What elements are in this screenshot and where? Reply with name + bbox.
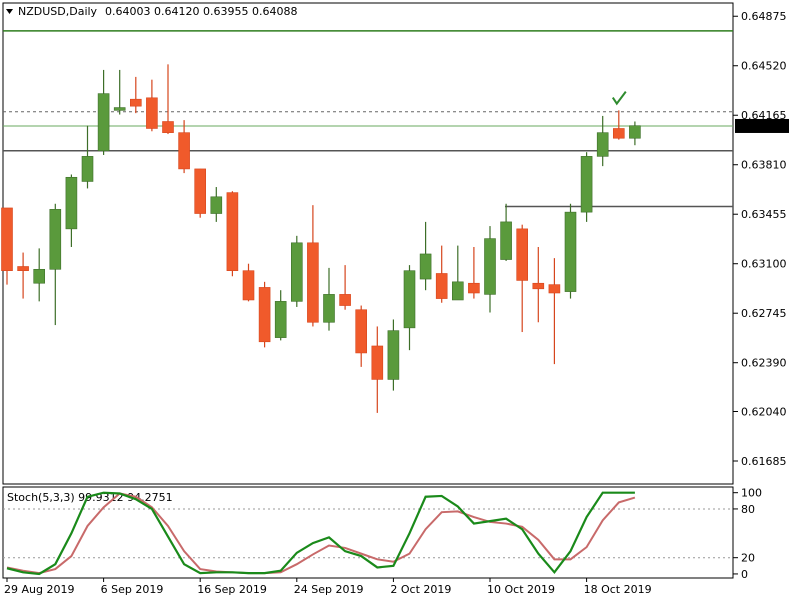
candle-body [97,93,110,152]
candle-body [226,192,239,271]
candle-body [242,270,255,301]
candle-body [65,176,78,230]
time-tick-label: 16 Sep 2019 [197,583,267,596]
check-icon [611,90,627,106]
price-tick-label: 0.64875 [741,10,787,23]
candle-body [516,228,529,281]
candle-body [339,294,351,306]
candle-body [387,330,400,380]
stochastic-axis: 100 80 20 0 [733,487,762,581]
stochastic-lines [3,491,733,576]
candle-body [210,196,223,214]
candle-body [612,128,625,139]
candle-body [451,281,464,301]
candle-body [81,156,94,182]
horizontal-lines [3,30,733,208]
time-tick-label: 29 Aug 2019 [4,583,74,596]
stochastic-signal-line [6,492,636,575]
price-tick-label: 0.62390 [741,357,787,370]
candle-body [580,156,593,213]
time-tick-label: 10 Oct 2019 [487,583,555,596]
time-tick-label: 24 Sep 2019 [294,583,364,596]
candle-body [307,242,319,323]
stochastic-tick-label: 0 [741,568,748,581]
candles [1,64,641,413]
price-tick-label: 0.62040 [741,406,787,419]
candle-body [323,294,335,323]
check-mark-shape [611,90,627,106]
candle-body [49,209,62,270]
current-price-box [735,118,789,133]
candle-body [355,309,368,354]
candle-body [435,273,448,299]
candle-body [548,284,561,294]
candle-body [1,207,13,271]
time-tick-label: 18 Oct 2019 [584,583,652,596]
stochastic-panel [2,486,734,579]
candle-body [532,282,545,290]
candle-body [17,266,29,271]
candle-body [113,107,126,111]
time-tick-label: 2 Oct 2019 [390,583,451,596]
stochastic-main-line [6,491,635,576]
price-tick-label: 0.61685 [741,455,787,468]
candle-body [130,98,142,107]
candle-body [500,221,512,260]
candle-body [178,132,190,170]
main-plot-area [2,2,734,485]
current-price-marker: 0.64088 [735,118,789,133]
ohlc-label: 0.64003 0.64120 0.63955 0.64088 [105,5,297,18]
candle-body [258,287,271,343]
price-tick-label: 0.63100 [741,258,787,271]
stochastic-tick-label: 100 [741,487,762,500]
candle-body [274,301,287,338]
candle-body [290,242,303,302]
stochastic-tick-label: 20 [741,552,755,565]
current-price-label: 0.64088 [741,120,787,133]
price-tick-label: 0.64520 [741,60,787,73]
candle-body [403,270,416,329]
candle-body [629,125,641,139]
price-tick-label: 0.62745 [741,307,787,320]
candle-body [484,238,496,295]
stochastic-tick-label: 80 [741,503,755,516]
time-tick-label: 6 Sep 2019 [101,583,164,596]
candle-body [194,168,206,214]
candle-body [596,132,609,157]
candle-body [371,345,384,380]
price-axis: 0.648750.645200.641650.638100.634550.631… [733,10,787,468]
stochastic-label: Stoch(5,3,3) 99.9312 94.2751 [7,491,173,504]
time-axis: 29 Aug 2019 6 Sep 2019 16 Sep 2019 24 Sep 2… [4,578,652,596]
candle-body [162,121,174,133]
candle-body [419,253,432,280]
candle-body [33,268,46,284]
chevron-down-icon[interactable] [6,9,13,14]
candle-body [468,282,480,294]
candle-body [146,97,158,129]
price-tick-label: 0.63455 [741,208,787,221]
symbol-label: NZDUSD,Daily [18,5,98,18]
price-tick-label: 0.63810 [741,159,787,172]
candle-body [564,211,577,292]
